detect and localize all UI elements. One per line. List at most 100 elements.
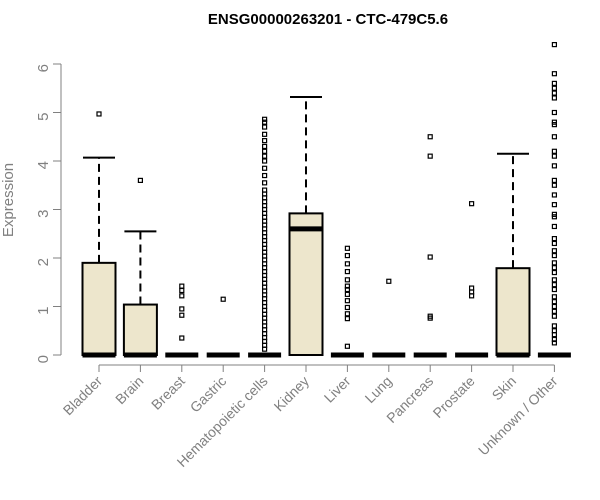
x-tick-label: Lung (362, 373, 395, 406)
y-axis: 0 1 2 3 4 5 6 (35, 63, 62, 363)
outlier-point (551, 153, 558, 159)
outlier-point (427, 315, 433, 321)
outlier-point (344, 277, 350, 283)
outlier-point (427, 254, 433, 260)
outlier-point (551, 236, 558, 242)
box-group (495, 152, 531, 358)
outlier-point (551, 286, 558, 293)
outlier-point (344, 252, 350, 259)
outlier-point (262, 180, 268, 186)
outlier-point (551, 163, 558, 169)
outlier-point (551, 122, 558, 128)
outlier-point (551, 260, 558, 266)
outlier-point (344, 283, 350, 289)
outlier-point (262, 148, 268, 154)
outlier-point (179, 293, 185, 299)
outlier-point (551, 252, 558, 259)
x-tick-label: Liver (321, 373, 354, 406)
box (81, 261, 117, 357)
outlier-point (179, 335, 185, 341)
outlier-point (551, 182, 558, 188)
outlier-point (262, 153, 268, 159)
outlier-point (551, 41, 558, 48)
outlier-point (551, 282, 558, 288)
outlier-point (427, 134, 433, 140)
outlier-point (262, 187, 268, 193)
outlier-point (551, 148, 558, 154)
outlier-point (551, 269, 558, 276)
outlier-point (344, 298, 350, 304)
outlier-point (262, 165, 268, 171)
outlier-point (344, 311, 350, 317)
outlier-point (551, 80, 558, 87)
outlier-point (551, 323, 558, 329)
chart-title: ENSG00000263201 - CTC-479C5.6 (208, 11, 448, 28)
box-group (122, 230, 158, 358)
outlier-point (262, 119, 268, 125)
y-tick-label: 5 (35, 113, 52, 121)
outlier-point (551, 95, 558, 101)
outlier-point (551, 340, 558, 346)
outlier-point (262, 172, 268, 179)
x-tick-label: Breast (148, 373, 188, 413)
y-tick-label: 0 (35, 355, 52, 363)
outlier-point (179, 287, 185, 294)
outlier-point (427, 153, 433, 159)
outlier-point (551, 332, 558, 338)
outlier-point (551, 202, 558, 208)
outlier-point (551, 277, 558, 283)
x-tick-label: Bladder (60, 373, 106, 419)
y-tick-label: 3 (35, 210, 52, 218)
outlier-point (551, 313, 558, 319)
outlier-point (469, 201, 475, 207)
outlier-point (262, 124, 268, 130)
outlier-point (551, 214, 558, 220)
outlier-point (262, 158, 268, 164)
outlier-point (344, 316, 350, 322)
outlier-point (344, 245, 350, 251)
outlier-point (179, 306, 185, 312)
x-tick-label: Kidney (271, 373, 313, 415)
outlier-point (262, 116, 268, 122)
outlier-point (96, 111, 102, 117)
y-tick-label: 2 (35, 258, 52, 266)
y-tick-label: 4 (35, 161, 52, 169)
x-tick-label: Skin (489, 373, 520, 404)
outlier-point (551, 299, 558, 305)
outlier-point (551, 85, 558, 91)
outlier-point (344, 343, 350, 349)
box-group (81, 156, 117, 358)
outlier-point (551, 303, 558, 310)
outlier-point (469, 293, 475, 299)
box-group (288, 95, 324, 356)
outlier-point (137, 177, 143, 183)
box (122, 303, 158, 356)
outlier-point (344, 261, 350, 267)
outlier-point (344, 268, 350, 275)
outlier-point (262, 131, 268, 137)
outlier-point (344, 291, 350, 297)
outlier-point (551, 294, 558, 300)
box-plot-area (81, 95, 571, 358)
outlier-point (386, 278, 392, 284)
outlier-point (551, 177, 558, 183)
outlier-point (179, 312, 185, 318)
x-tick-label: Unknown / Other (475, 373, 561, 459)
outlier-point (551, 308, 558, 314)
outlier-point (551, 109, 558, 116)
outlier-point (551, 336, 558, 343)
outlier-point (179, 283, 185, 289)
x-tick-label: Brain (112, 373, 146, 407)
outlier-point (262, 143, 268, 150)
outlier-point (551, 71, 558, 77)
outlier-point (551, 90, 558, 96)
outlier-point (551, 223, 558, 230)
outlier-point (551, 240, 558, 247)
outlier-point (344, 286, 350, 293)
outlier-point (220, 296, 226, 302)
outlier-point (551, 134, 558, 140)
outlier-point (551, 192, 558, 198)
box (495, 267, 531, 356)
